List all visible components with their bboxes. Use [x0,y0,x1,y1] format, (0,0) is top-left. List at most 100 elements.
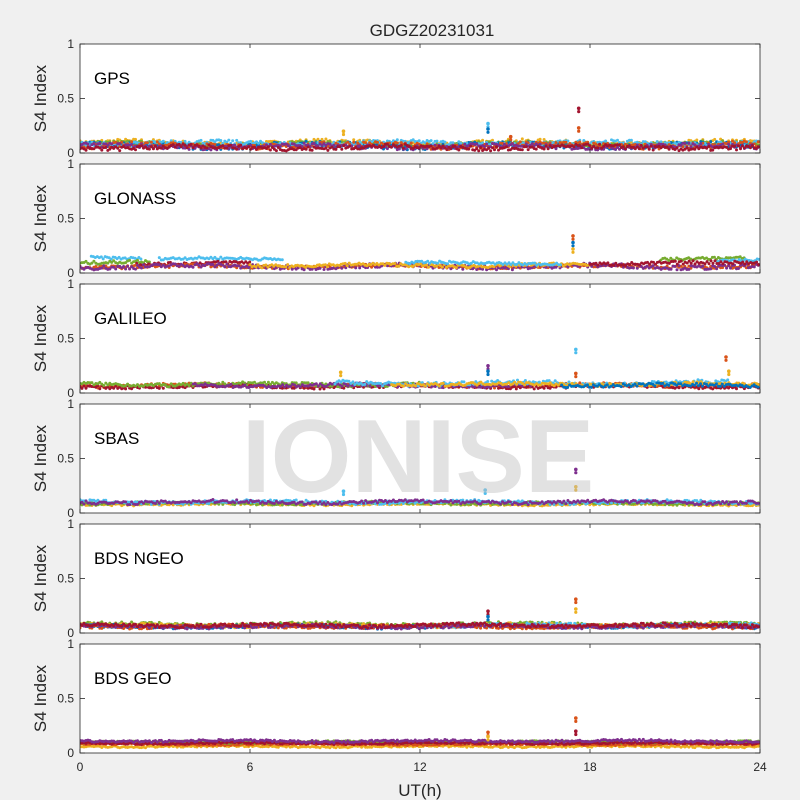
data-point [92,259,96,263]
data-point [181,381,185,385]
y-axis-label: S4 Index [31,64,50,132]
data-point [554,265,558,269]
data-point [495,268,498,272]
data-point [473,148,477,152]
data-point [328,140,332,144]
data-point [395,138,399,142]
data-point [283,385,287,389]
data-point-spike [341,132,346,137]
data-point [334,147,338,151]
data-point [443,140,447,144]
data-point [647,147,651,151]
data-point [320,143,324,147]
data-point [353,383,357,386]
data-point [284,142,288,146]
data-point [310,148,314,152]
data-point [124,387,128,391]
data-point [530,142,534,146]
data-point [677,140,681,144]
data-point [586,142,590,146]
data-point [399,141,403,145]
data-point [677,149,681,153]
data-point [286,263,290,267]
data-point [669,144,673,148]
plot-area [80,164,760,273]
data-point [667,261,671,265]
data-point [235,147,239,151]
data-point [254,265,258,269]
data-point [667,147,671,151]
data-point [623,147,627,151]
data-point [140,144,143,148]
data-point [534,147,538,151]
data-point [122,265,126,268]
data-point [685,146,689,150]
data-point [320,137,324,141]
data-point [675,146,679,150]
data-point [358,144,362,148]
data-point [659,140,663,144]
data-point [447,143,451,147]
data-point [342,386,346,390]
data-point [84,259,88,263]
data-point [733,141,736,145]
data-point-spike [341,129,346,133]
data-point [738,255,742,259]
data-point [742,146,746,150]
data-point [457,140,461,144]
data-point [266,380,270,384]
data-point [385,264,389,268]
data-point [322,142,326,146]
data-point [616,138,619,142]
data-point [510,142,514,146]
data-point [612,264,616,267]
data-point [602,145,606,148]
data-point [249,139,253,143]
data-point [407,145,411,148]
data-point [161,386,165,390]
data-point [675,262,679,266]
data-point [727,264,731,268]
data-point [292,142,296,146]
data-point [225,262,229,266]
data-point [713,137,717,141]
data-point [322,387,326,391]
data-point [219,255,223,259]
data-point [134,137,137,141]
data-point-spike [508,134,513,139]
data-point [486,380,490,383]
data-point [342,144,346,148]
data-point [248,260,252,264]
data-point [383,263,387,267]
data-point [385,142,389,146]
data-point [225,140,229,144]
data-point [352,138,356,142]
data-point [157,382,161,386]
data-points [80,347,760,391]
data-point [247,145,251,149]
data-point [257,141,260,145]
data-point [344,266,348,270]
data-point [116,146,120,150]
data-point [108,267,112,271]
data-point [363,382,367,386]
y-tick-label: 0.5 [57,212,74,226]
data-point [729,266,732,270]
data-point [151,147,155,151]
data-point [487,146,491,150]
data-point [409,141,413,145]
data-point [582,139,586,142]
data-point [689,145,693,149]
data-point [507,261,511,265]
data-point [328,142,332,146]
data-point [221,141,225,145]
data-point [502,142,506,146]
data-point [631,266,635,270]
data-point [385,147,389,151]
data-point [635,145,639,149]
data-point [423,384,427,388]
data-point [302,386,306,390]
data-point [134,148,137,152]
data-point [274,149,278,153]
data-point [219,139,223,142]
